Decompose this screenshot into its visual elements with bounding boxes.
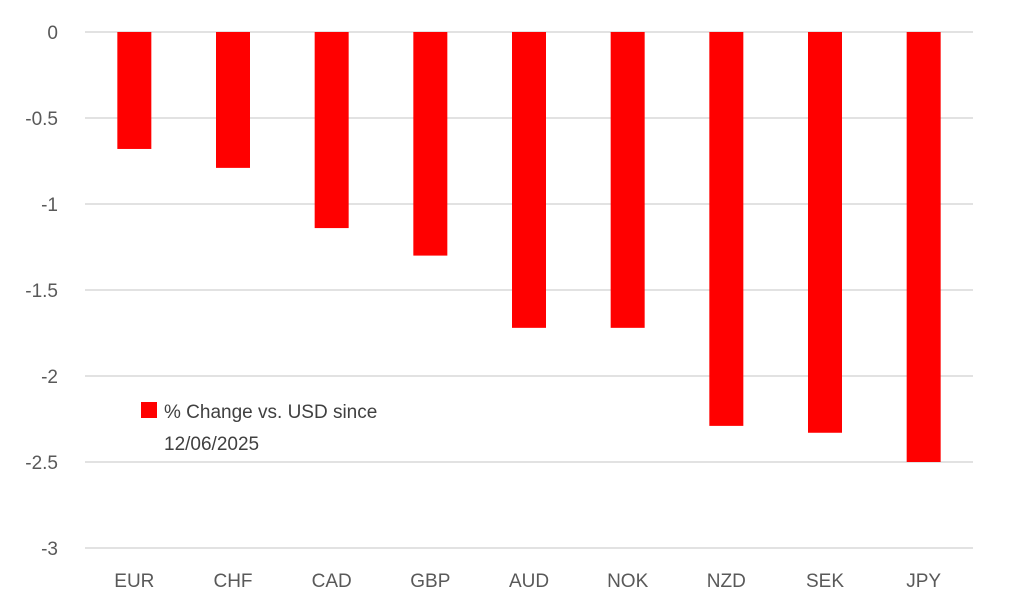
x-tick-label-nok: NOK <box>607 571 649 592</box>
legend: % Change vs. USD since 12/06/2025 <box>141 402 377 455</box>
bar-jpy <box>906 32 941 462</box>
bar-aud <box>512 32 546 328</box>
x-tick-label-jpy: JPY <box>906 571 941 592</box>
y-tick-label: -1.5 <box>25 281 58 302</box>
x-tick-label-gbp: GBP <box>410 571 450 592</box>
bar-chf <box>216 32 250 168</box>
y-tick-label: -0.5 <box>25 109 58 130</box>
bar-sek <box>808 32 842 433</box>
bar-cad <box>314 32 349 229</box>
bar-nzd <box>709 32 744 426</box>
x-tick-label-cad: CAD <box>312 571 352 592</box>
bar-gbp <box>413 32 448 256</box>
y-tick-label: -3 <box>41 539 58 560</box>
bar-nok <box>610 32 645 328</box>
x-axis-tick-labels: EUR CHF CAD GBP AUD NOK NZD SEK JPY <box>114 571 941 592</box>
y-tick-label: -2 <box>41 367 58 388</box>
x-tick-label-chf: CHF <box>213 571 252 592</box>
y-axis-tick-labels: 0 -0.5 -1 -1.5 -2 -2.5 -3 <box>25 23 58 560</box>
x-tick-label-eur: EUR <box>114 571 154 592</box>
x-tick-label-aud: AUD <box>509 571 549 592</box>
x-tick-label-sek: SEK <box>806 571 844 592</box>
legend-label-line2: 12/06/2025 <box>164 434 259 455</box>
legend-label-line1: % Change vs. USD since <box>164 402 377 423</box>
y-tick-label: -1 <box>41 195 58 216</box>
y-tick-label: -2.5 <box>25 453 58 474</box>
legend-swatch <box>141 402 157 418</box>
y-tick-label: 0 <box>47 23 58 44</box>
x-tick-label-nzd: NZD <box>707 571 746 592</box>
bars <box>117 32 941 462</box>
bar-eur <box>117 32 152 149</box>
